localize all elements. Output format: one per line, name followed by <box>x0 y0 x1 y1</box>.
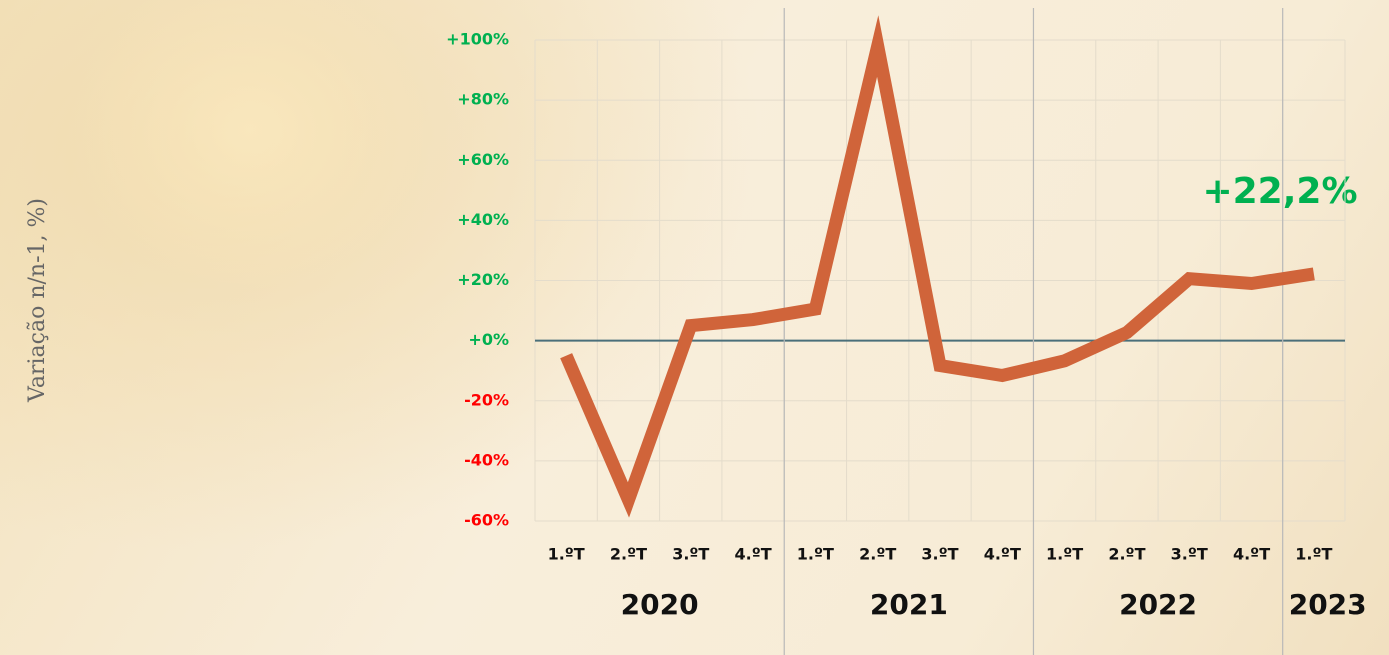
group-label: 2021 <box>870 588 948 621</box>
y-tick-label: +100% <box>446 30 509 49</box>
y-axis-label: Variação n/n-1, %) <box>25 198 50 403</box>
y-tick-label: -40% <box>464 450 509 469</box>
group-label: 2023 <box>1289 588 1367 621</box>
page: {"chart_data": {"type": "line", "y_label… <box>0 0 1389 655</box>
x-tick-label: 2.ºT <box>859 545 896 564</box>
x-tick-label: 3.ºT <box>921 545 958 564</box>
y-tick-label: +80% <box>457 90 509 109</box>
x-tick-label: 1.ºT <box>1295 545 1332 564</box>
x-tick-label: 1.ºT <box>1046 545 1083 564</box>
x-tick-label: 4.ºT <box>984 545 1021 564</box>
y-tick-label: +40% <box>457 210 509 229</box>
x-tick-label: 2.ºT <box>1108 545 1145 564</box>
group-label: 2020 <box>621 588 699 621</box>
group-label: 2022 <box>1119 588 1197 621</box>
x-tick-label: 3.ºT <box>672 545 709 564</box>
y-tick-label: -60% <box>464 511 509 530</box>
data-line <box>566 46 1314 500</box>
y-tick-label: -20% <box>464 390 509 409</box>
chart: Variação n/n-1, %) +22,2% -60% -40% -20% +0… <box>0 0 1389 655</box>
x-tick-label: 1.ºT <box>548 545 585 564</box>
x-tick-label: 1.ºT <box>797 545 834 564</box>
x-tick-label: 3.ºT <box>1171 545 1208 564</box>
y-tick-label: +60% <box>457 150 509 169</box>
y-tick-label: +20% <box>457 270 509 289</box>
x-tick-label: 2.ºT <box>610 545 647 564</box>
annotation: +22,2% <box>1202 171 1357 212</box>
y-tick-label: +0% <box>468 330 509 349</box>
x-tick-label: 4.ºT <box>1233 545 1270 564</box>
x-tick-label: 4.ºT <box>734 545 771 564</box>
